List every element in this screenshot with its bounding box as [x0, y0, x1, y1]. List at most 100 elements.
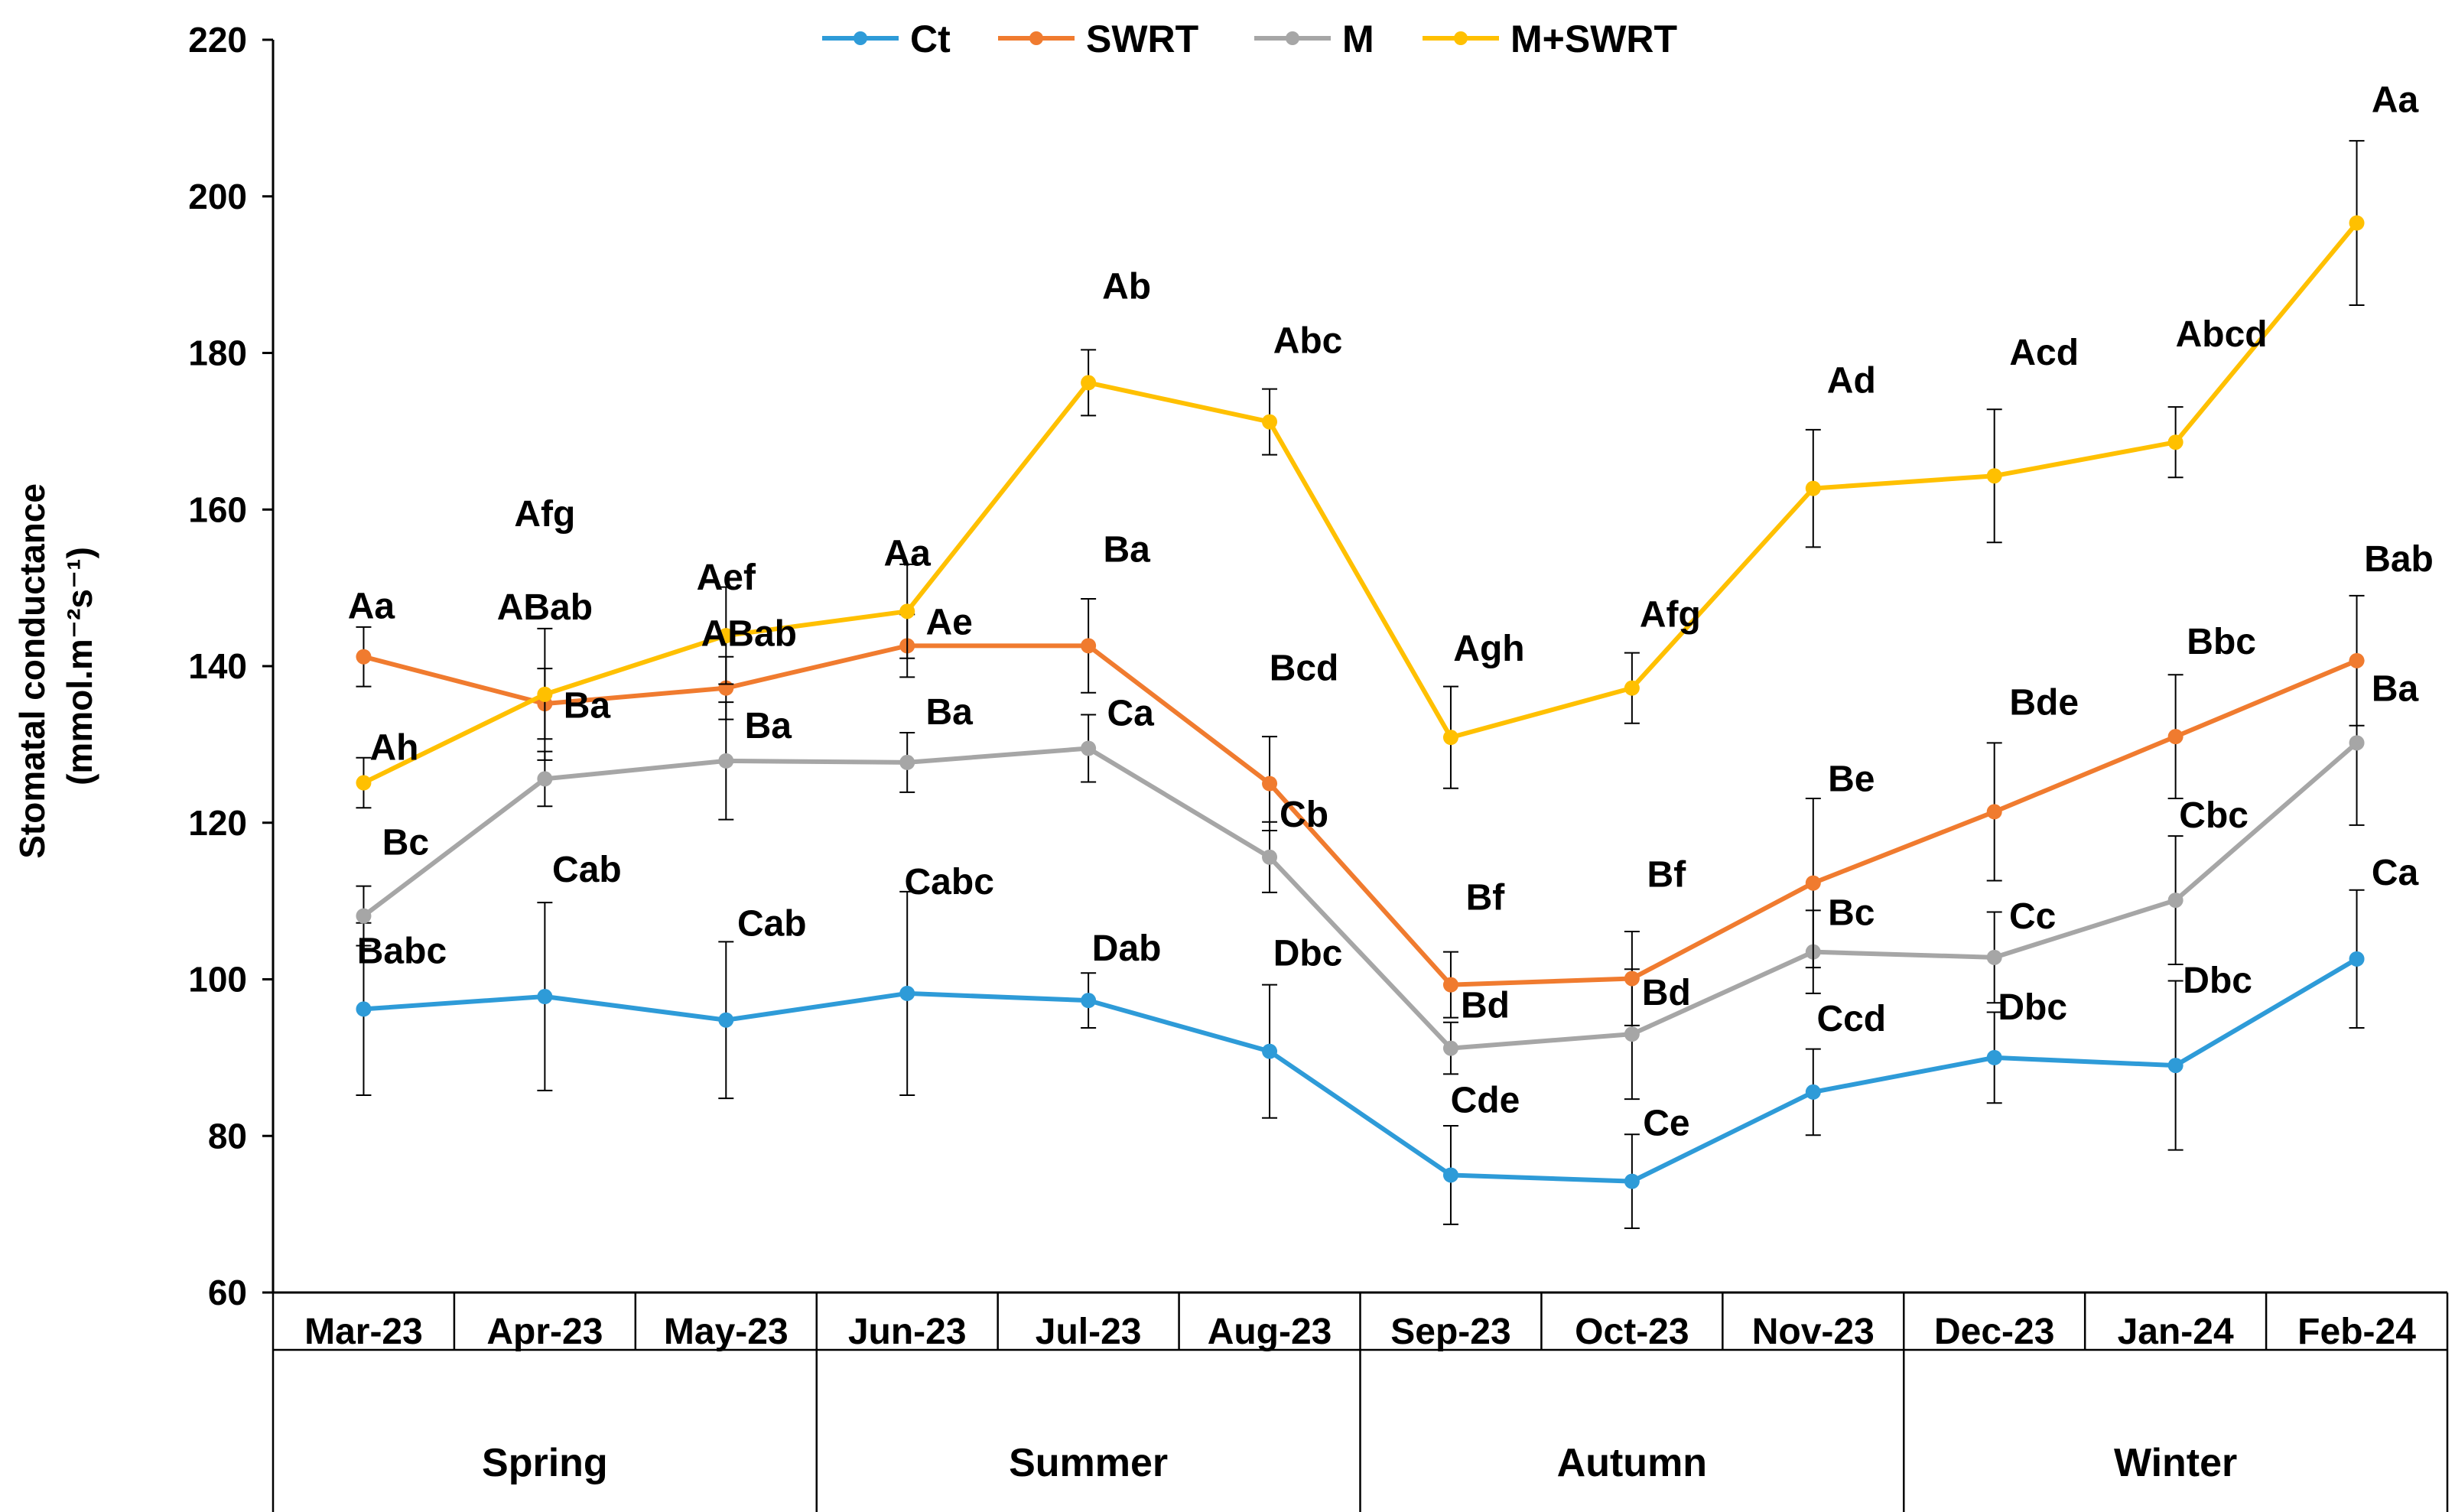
significance-label: Ba	[2372, 668, 2419, 709]
legend-item: M+SWRT	[1423, 18, 1677, 60]
data-point	[1081, 638, 1097, 654]
y-tick-label: 80	[208, 1116, 247, 1156]
y-tick-label: 220	[188, 20, 247, 60]
data-point	[1805, 1084, 1821, 1100]
data-point	[1442, 1167, 1458, 1183]
season-label: Winter	[2114, 1441, 2237, 1485]
significance-label: Dbc	[1273, 934, 1343, 974]
significance-label: Ba	[745, 706, 792, 746]
y-tick-label: 60	[208, 1273, 247, 1312]
y-axis-ticks: 60 80 100 120 140 160 180 200 220	[188, 20, 273, 1312]
data-point	[1624, 971, 1640, 987]
data-point	[1986, 468, 2002, 484]
data-point	[1624, 680, 1640, 696]
significance-label: Abc	[1273, 321, 1343, 362]
significance-label: Aa	[2372, 80, 2419, 121]
significance-label: Ca	[1107, 693, 1154, 733]
data-point	[1081, 740, 1097, 756]
significance-label: Ae	[926, 602, 973, 642]
data-point	[2349, 215, 2365, 231]
significance-label: Cc	[2009, 896, 2056, 937]
category-label: Jul-23	[1036, 1312, 1142, 1352]
y-tick-label: 160	[188, 489, 247, 529]
significance-label: Ab	[1102, 266, 1151, 307]
category-label: Mar-23	[304, 1312, 423, 1352]
data-point	[356, 775, 372, 791]
significance-label: Cabc	[905, 862, 994, 902]
data-point	[899, 754, 915, 770]
legend: Ct SWRT M M+SWRT	[822, 18, 1677, 60]
significance-label: Bd	[1461, 986, 1510, 1026]
y-tick-label: 100	[188, 960, 247, 1000]
data-point	[356, 1001, 372, 1017]
data-point	[2349, 652, 2365, 668]
data-point	[1805, 480, 1821, 496]
data-point	[1442, 730, 1458, 746]
significance-label: Afg	[1640, 595, 1701, 636]
data-point	[1986, 949, 2002, 965]
significance-label: ABab	[701, 614, 797, 655]
y-axis-title-line1: Stomatal conductance	[12, 483, 52, 859]
significance-label: Ba	[564, 685, 611, 726]
data-point	[1624, 1173, 1640, 1189]
data-point	[1805, 875, 1821, 891]
category-label: Jun-23	[848, 1312, 967, 1352]
data-point	[537, 771, 553, 787]
data-point	[537, 989, 553, 1005]
y-tick-label: 200	[188, 177, 247, 216]
category-label: Apr-23	[486, 1312, 603, 1352]
significance-label: Acd	[2009, 333, 2079, 373]
season-label: Spring	[482, 1441, 608, 1485]
significance-label: Be	[1828, 759, 1875, 800]
y-tick-label: 180	[188, 333, 247, 373]
series-line	[363, 643, 2358, 987]
data-point	[2349, 735, 2365, 751]
significance-label: Cde	[1451, 1080, 1520, 1120]
y-axis-title: Stomatal conductance (mmol.m⁻²s⁻¹)	[12, 473, 99, 859]
significance-label: Dbc	[2183, 961, 2252, 1001]
legend-label: M+SWRT	[1510, 18, 1677, 60]
data-point	[718, 753, 734, 769]
significance-label: Babc	[357, 931, 447, 971]
category-label: Sep-23	[1390, 1312, 1510, 1352]
data-point	[1262, 849, 1278, 865]
category-label: Jan-24	[2118, 1312, 2234, 1352]
significance-label: ABab	[497, 587, 593, 628]
significance-label: Bf	[1647, 854, 1687, 895]
data-point	[1986, 1049, 2002, 1065]
category-label: Aug-23	[1208, 1312, 1332, 1352]
significance-label: Ce	[1643, 1104, 1689, 1144]
data-point	[1081, 375, 1097, 391]
y-tick-label: 120	[188, 803, 247, 843]
significance-label: Ba	[1103, 529, 1150, 570]
legend-swatch-marker	[1286, 31, 1299, 45]
significance-label: Aa	[348, 587, 395, 627]
data-point	[718, 1012, 734, 1028]
legend-item: M	[1254, 18, 1374, 60]
significance-label: Cb	[1280, 795, 1328, 835]
data-point	[718, 628, 734, 644]
category-label: Dec-23	[1934, 1312, 2054, 1352]
legend-label: Ct	[910, 18, 951, 60]
data-point	[1442, 1040, 1458, 1056]
data-point	[899, 985, 915, 1001]
significance-label: Aef	[697, 558, 756, 598]
series-m	[356, 659, 2365, 1101]
significance-label: Agh	[1453, 629, 1524, 669]
significance-label: Dab	[1092, 928, 1162, 969]
series-line	[363, 957, 2359, 1184]
series-line	[362, 741, 2359, 1051]
y-axis-title-line2: (mmol.m⁻²s⁻¹)	[60, 547, 99, 785]
legend-swatch-marker	[1029, 31, 1043, 45]
significance-label: Bc	[382, 823, 429, 863]
category-label: Feb-24	[2297, 1312, 2416, 1352]
category-label: Oct-23	[1575, 1312, 1689, 1352]
data-point	[537, 686, 553, 702]
series-ct	[356, 889, 2365, 1230]
significance-label: Ca	[2372, 853, 2419, 893]
significance-label: Cbc	[2179, 795, 2249, 836]
category-label: Nov-23	[1752, 1312, 1875, 1352]
data-point	[899, 603, 915, 619]
significance-label: Ad	[1827, 361, 1876, 402]
